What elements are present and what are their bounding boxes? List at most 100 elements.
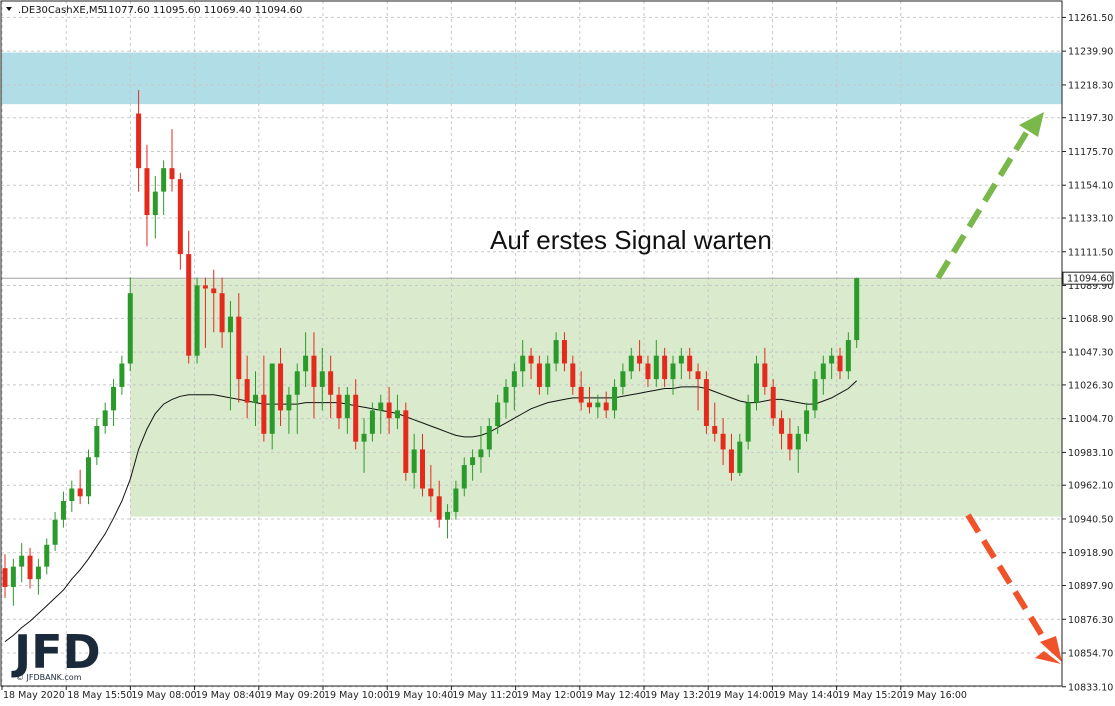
candle-body [102, 410, 108, 426]
candle-body [603, 402, 609, 411]
y-tick-label: 11133.10 [1068, 214, 1113, 225]
candle [52, 511, 58, 551]
candle [186, 230, 192, 364]
candle [837, 347, 843, 380]
candle [595, 394, 601, 419]
candle [202, 277, 208, 348]
candle-body [829, 355, 835, 364]
candle-body [436, 496, 442, 520]
candle-body [428, 488, 434, 497]
candle [678, 347, 684, 380]
candle [394, 394, 400, 430]
candle [369, 402, 375, 442]
dropdown-icon [6, 7, 12, 11]
y-tick-label: 11004.70 [1068, 414, 1113, 425]
candle-body [219, 293, 225, 333]
y-tick-label: 10876.30 [1068, 615, 1113, 626]
candle-body [211, 288, 217, 294]
candle-body [461, 465, 467, 489]
arrow-down-head [1035, 651, 1061, 664]
candle-body [854, 278, 860, 341]
candle-body [311, 355, 317, 387]
candle-body [703, 379, 709, 426]
candle [253, 371, 258, 426]
y-tick-label: 11089.90 [1068, 281, 1113, 292]
candle [102, 402, 108, 434]
candle-body [595, 402, 601, 408]
candle-body [678, 355, 684, 364]
candle-body [486, 426, 492, 450]
candle-body [227, 316, 233, 333]
candle-body [503, 386, 509, 403]
ohlc-values: 11077.60 11095.60 11069.40 11094.60 [102, 5, 302, 16]
candle-body [787, 433, 793, 450]
candle [762, 347, 768, 395]
candle [570, 355, 576, 395]
candle-body [762, 363, 768, 387]
candle [286, 386, 292, 434]
x-tick-label: 18 May 15:50 [67, 690, 132, 701]
arrow-down-head2 [1040, 636, 1062, 662]
candle [119, 355, 125, 395]
candle-body [470, 457, 476, 466]
candle-body [779, 418, 785, 434]
candle-body [420, 449, 425, 489]
candle-body [637, 355, 643, 364]
zone-resistance [1, 52, 1062, 105]
candle [94, 418, 100, 466]
y-tick-label: 11197.30 [1068, 113, 1113, 124]
candle-body [319, 371, 325, 387]
candle [411, 433, 417, 489]
candle [136, 90, 142, 192]
candle [536, 355, 542, 395]
candle-body [86, 457, 91, 497]
candle-body [653, 355, 659, 380]
candle [361, 418, 367, 473]
candle [86, 449, 91, 505]
candle [269, 363, 275, 450]
candle-body [561, 340, 567, 364]
candle [177, 172, 183, 270]
candle-body [662, 355, 668, 380]
candle-body [804, 410, 810, 434]
candle-body [453, 488, 459, 512]
candle-body [269, 363, 275, 434]
candle-body [10, 566, 16, 587]
candle [528, 347, 534, 380]
y-tick-label: 10918.90 [1068, 548, 1113, 559]
candle [829, 347, 835, 380]
candle [612, 379, 618, 419]
candle [779, 410, 785, 450]
candle-body [194, 285, 200, 356]
candle-body [587, 402, 592, 408]
candle-body [119, 363, 125, 387]
candle [420, 433, 425, 497]
y-tick-label: 11026.30 [1068, 380, 1113, 391]
candle-body [511, 371, 517, 387]
candle-body [578, 386, 584, 403]
candle-body [712, 426, 718, 434]
candle [553, 332, 559, 372]
x-tick-label: 19 May 08:40 [196, 690, 261, 701]
y-tick-label: 10962.10 [1068, 481, 1113, 492]
candle-body [253, 394, 258, 403]
candle-body [60, 501, 66, 520]
y-tick-label: 11218.30 [1068, 80, 1113, 91]
candle [461, 457, 467, 497]
candle-body [812, 379, 818, 411]
candle-body [202, 285, 208, 289]
candle [19, 543, 25, 583]
plot-frame [0, 0, 1063, 687]
candle [403, 402, 409, 481]
candle [353, 379, 359, 450]
candle [278, 347, 284, 426]
candle-body [294, 371, 300, 395]
candle [662, 347, 668, 387]
candle-body [111, 386, 117, 411]
candle-body [695, 371, 701, 380]
candle-body [386, 402, 392, 419]
candle-body [837, 355, 843, 372]
candle-body [19, 555, 25, 567]
candle-body [770, 386, 776, 419]
candle-body [344, 394, 350, 419]
